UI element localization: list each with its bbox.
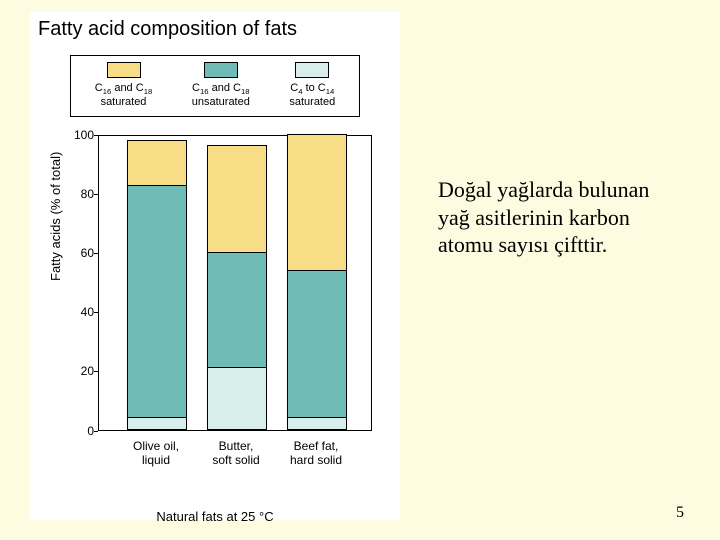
page-number: 5 xyxy=(676,504,684,522)
bar xyxy=(287,134,347,430)
legend-label: C4 to C14saturated xyxy=(289,82,335,110)
y-tick-mark xyxy=(94,194,98,195)
chart-panel: Fatty acid composition of fats C16 and C… xyxy=(30,12,400,520)
legend: C16 and C18saturated C16 and C18unsaturat… xyxy=(70,55,360,117)
bar-segment xyxy=(208,146,266,252)
y-tick-mark xyxy=(94,431,98,432)
y-tick-label: 60 xyxy=(64,246,94,260)
bar-segment xyxy=(128,141,186,185)
y-axis-label: Fatty acids (% of total) xyxy=(48,151,63,280)
chart-title: Fatty acid composition of fats xyxy=(30,12,400,51)
y-tick-label: 40 xyxy=(64,305,94,319)
legend-label: C16 and C18saturated xyxy=(95,82,153,110)
legend-swatch xyxy=(204,62,238,78)
legend-item: C16 and C18saturated xyxy=(95,62,153,110)
y-tick-mark xyxy=(94,135,98,136)
y-tick-mark xyxy=(94,253,98,254)
bar-segment xyxy=(288,270,346,417)
plot-area xyxy=(98,135,372,431)
y-tick-mark xyxy=(94,371,98,372)
bar xyxy=(127,140,187,430)
y-tick-mark xyxy=(94,312,98,313)
y-tick-label: 0 xyxy=(64,424,94,438)
legend-item: C4 to C14saturated xyxy=(289,62,335,110)
bar-segment xyxy=(128,417,186,429)
bar-segment xyxy=(288,135,346,270)
x-tick-label: Olive oil,liquid xyxy=(116,439,196,468)
side-text: Doğal yağlarda bulunan yağ asitlerinin k… xyxy=(438,176,668,259)
legend-item: C16 and C18unsaturated xyxy=(192,62,250,110)
bar-segment xyxy=(288,417,346,429)
x-tick-label: Butter,soft solid xyxy=(196,439,276,468)
y-tick-label: 100 xyxy=(64,128,94,142)
bar-segment xyxy=(208,252,266,367)
legend-swatch xyxy=(107,62,141,78)
bar-segment xyxy=(208,367,266,429)
bar-segment xyxy=(128,185,186,417)
legend-label: C16 and C18unsaturated xyxy=(192,82,250,110)
x-tick-label: Beef fat,hard solid xyxy=(276,439,356,468)
y-tick-label: 20 xyxy=(64,364,94,378)
legend-swatch xyxy=(295,62,329,78)
y-tick-label: 80 xyxy=(64,187,94,201)
plot: Fatty acids (% of total) 020406080100Oli… xyxy=(64,131,394,461)
x-axis-title: Natural fats at 25 °C xyxy=(30,509,400,524)
bar xyxy=(207,145,267,429)
